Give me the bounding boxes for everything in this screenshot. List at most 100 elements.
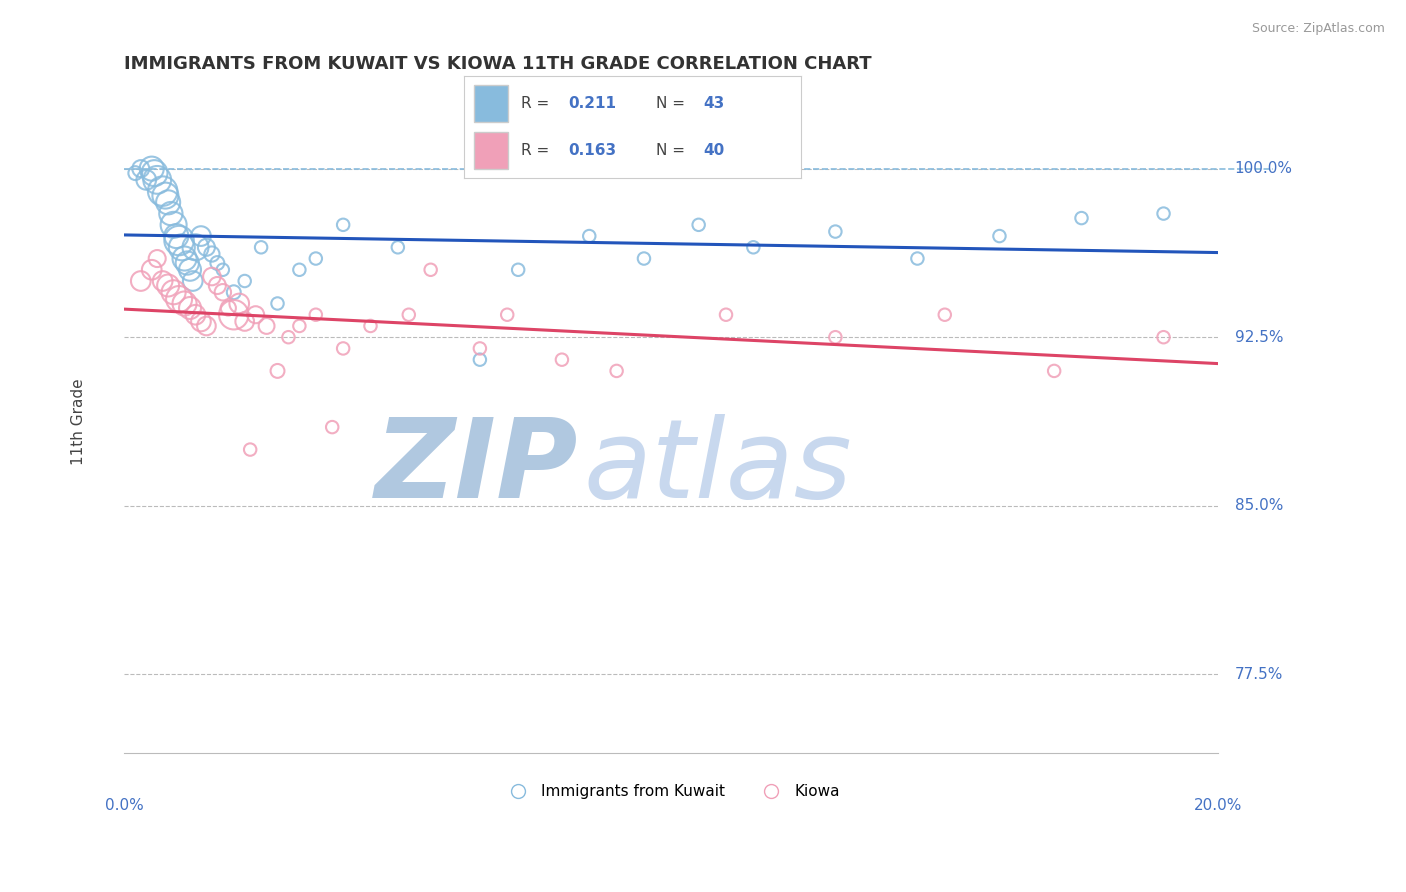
- Point: [211, 262, 233, 277]
- Point: [332, 342, 354, 356]
- Point: [195, 240, 218, 254]
- Point: [824, 225, 846, 239]
- Text: R =: R =: [522, 96, 554, 111]
- Point: [233, 314, 256, 328]
- Point: [1153, 206, 1175, 220]
- Point: [124, 166, 146, 180]
- Point: [162, 218, 184, 232]
- Text: 100.0%: 100.0%: [1234, 161, 1292, 176]
- Point: [387, 240, 409, 254]
- Point: [1070, 211, 1092, 225]
- Point: [217, 301, 239, 315]
- Point: [233, 274, 256, 288]
- Point: [184, 308, 207, 322]
- Point: [398, 308, 420, 322]
- Point: [222, 308, 245, 322]
- Point: [129, 161, 152, 176]
- Point: [277, 330, 299, 344]
- Point: [160, 206, 183, 220]
- Point: [288, 318, 311, 333]
- Point: [305, 252, 328, 266]
- Point: [1043, 364, 1066, 378]
- FancyBboxPatch shape: [474, 132, 508, 169]
- Point: [934, 308, 956, 322]
- Point: [173, 252, 195, 266]
- Point: [167, 292, 190, 306]
- Point: [742, 240, 765, 254]
- Point: [141, 161, 163, 176]
- Point: [176, 256, 198, 270]
- Text: ZIP: ZIP: [375, 415, 578, 522]
- Point: [179, 301, 201, 315]
- Text: 0.0%: 0.0%: [105, 798, 143, 813]
- Point: [288, 262, 311, 277]
- Point: [157, 278, 180, 293]
- Point: [195, 318, 218, 333]
- Text: Source: ZipAtlas.com: Source: ZipAtlas.com: [1251, 22, 1385, 36]
- Point: [228, 296, 250, 310]
- Point: [266, 364, 288, 378]
- Point: [146, 173, 169, 187]
- Point: [201, 269, 224, 284]
- Point: [179, 262, 201, 277]
- Point: [143, 166, 166, 180]
- Text: N =: N =: [657, 96, 690, 111]
- Point: [135, 173, 157, 187]
- Point: [606, 364, 628, 378]
- Point: [250, 240, 273, 254]
- Text: 20.0%: 20.0%: [1194, 798, 1243, 813]
- Point: [141, 262, 163, 277]
- Point: [578, 229, 600, 244]
- Point: [181, 274, 204, 288]
- Point: [190, 314, 212, 328]
- Point: [468, 352, 491, 367]
- Point: [211, 285, 233, 300]
- Point: [207, 278, 229, 293]
- Point: [157, 195, 180, 210]
- Point: [332, 218, 354, 232]
- Text: 85.0%: 85.0%: [1234, 499, 1284, 513]
- Point: [239, 442, 262, 457]
- Point: [129, 274, 152, 288]
- Text: 43: 43: [703, 96, 725, 111]
- Point: [468, 342, 491, 356]
- Point: [167, 234, 190, 248]
- FancyBboxPatch shape: [474, 85, 508, 122]
- Point: [222, 285, 245, 300]
- Point: [633, 252, 655, 266]
- Point: [190, 229, 212, 244]
- Point: [184, 240, 207, 254]
- Point: [907, 252, 929, 266]
- Point: [201, 247, 224, 261]
- Text: 92.5%: 92.5%: [1234, 330, 1284, 344]
- Point: [360, 318, 382, 333]
- Point: [305, 308, 328, 322]
- Point: [155, 188, 177, 202]
- Point: [496, 308, 519, 322]
- Text: IMMIGRANTS FROM KUWAIT VS KIOWA 11TH GRADE CORRELATION CHART: IMMIGRANTS FROM KUWAIT VS KIOWA 11TH GRA…: [124, 55, 872, 73]
- Point: [162, 285, 184, 300]
- Text: 11th Grade: 11th Grade: [72, 378, 86, 465]
- Point: [165, 229, 187, 244]
- Point: [988, 229, 1011, 244]
- Point: [508, 262, 530, 277]
- Text: 0.163: 0.163: [568, 144, 617, 158]
- Point: [714, 308, 737, 322]
- Point: [170, 240, 193, 254]
- Point: [173, 296, 195, 310]
- Point: [152, 184, 174, 198]
- Point: [1153, 330, 1175, 344]
- Point: [688, 218, 710, 232]
- Text: 77.5%: 77.5%: [1234, 667, 1284, 681]
- Text: R =: R =: [522, 144, 554, 158]
- Point: [266, 296, 288, 310]
- Point: [256, 318, 278, 333]
- Point: [245, 308, 267, 322]
- Point: [551, 352, 574, 367]
- Point: [152, 274, 174, 288]
- Legend: Immigrants from Kuwait, Kiowa: Immigrants from Kuwait, Kiowa: [496, 778, 845, 805]
- Point: [824, 330, 846, 344]
- Point: [321, 420, 343, 434]
- Point: [146, 252, 169, 266]
- Text: atlas: atlas: [583, 415, 852, 522]
